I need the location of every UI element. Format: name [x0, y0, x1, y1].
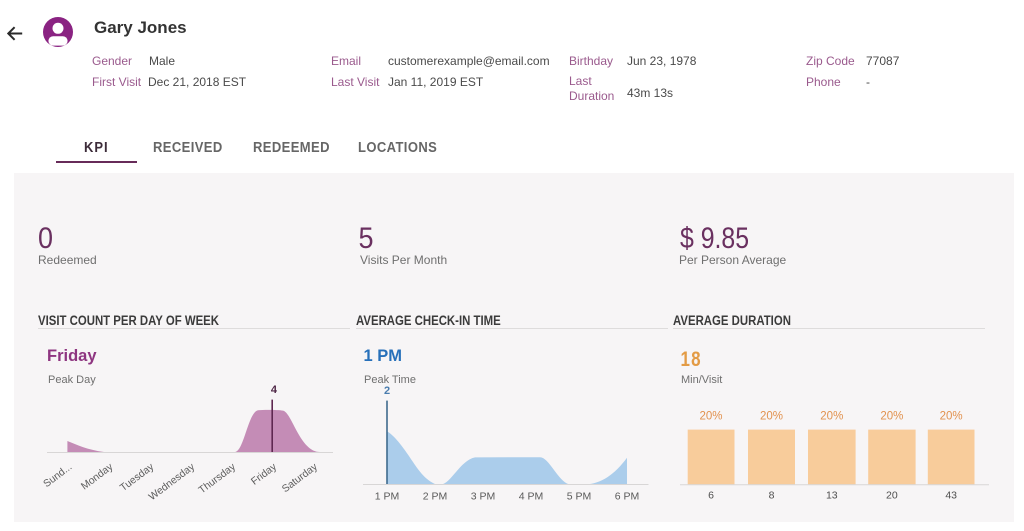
svg-text:Thursday: Thursday — [197, 461, 239, 496]
svg-text:2 PM: 2 PM — [423, 491, 448, 503]
svg-text:4: 4 — [271, 384, 278, 396]
svg-text:8: 8 — [769, 490, 775, 502]
svg-text:Friday: Friday — [249, 461, 279, 488]
svg-text:20%: 20% — [880, 410, 903, 422]
svg-text:4 PM: 4 PM — [519, 491, 544, 503]
svg-text:20%: 20% — [760, 410, 783, 422]
svg-text:Tuesday: Tuesday — [118, 461, 157, 494]
svg-text:20%: 20% — [820, 410, 843, 422]
svg-text:20%: 20% — [940, 410, 963, 422]
svg-text:2: 2 — [384, 385, 390, 397]
svg-text:20%: 20% — [699, 410, 722, 422]
svg-text:Monday: Monday — [79, 461, 116, 492]
svg-text:13: 13 — [826, 490, 838, 502]
svg-text:Sund...: Sund... — [42, 462, 75, 490]
svg-text:Saturday: Saturday — [280, 461, 320, 495]
svg-text:6 PM: 6 PM — [615, 491, 640, 503]
svg-text:6: 6 — [708, 490, 714, 502]
svg-text:3 PM: 3 PM — [471, 491, 496, 503]
svg-text:Wednesday: Wednesday — [147, 461, 198, 503]
svg-text:5 PM: 5 PM — [567, 491, 592, 503]
svg-text:43: 43 — [945, 490, 957, 502]
svg-text:1 PM: 1 PM — [375, 491, 400, 503]
svg-text:20: 20 — [886, 490, 898, 502]
